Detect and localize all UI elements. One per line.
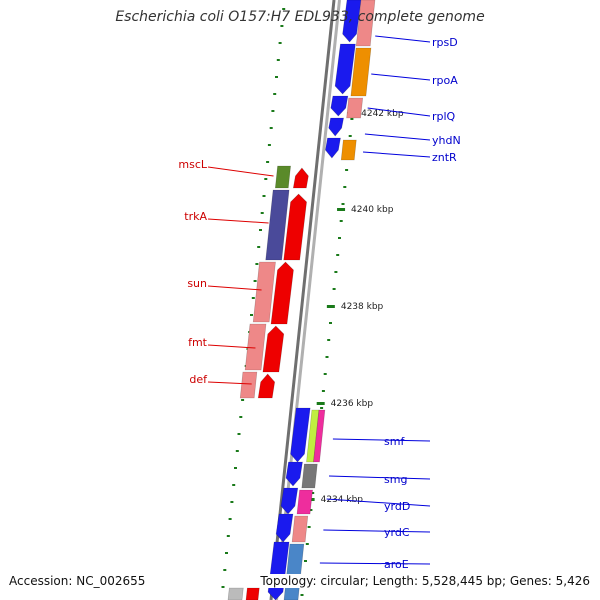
cog-feature [346,97,364,119]
ruler-label: 4236 kbp [331,399,374,409]
cog-feature [340,139,357,161]
gene-label-zntR[interactable]: zntR [432,151,457,164]
gene-label-def[interactable]: def [189,373,208,386]
gene-labels: mscL trkA sun fmt def rpsD rpoA rplQ yhdN zntR smf… [178,35,461,571]
gene-label-aroE[interactable]: aroE [384,558,409,571]
cds-feature [292,167,309,189]
cds-feature [334,43,356,95]
cog-feature [350,47,372,97]
topology-text: Topology: circular; Length: 5,528,445 bp… [260,574,590,588]
gene-label-yrdC[interactable]: yrdC [384,526,410,539]
accession-text: Accession: NC_002655 [9,574,146,588]
cds-feature [290,407,311,463]
cog-feature [265,189,290,261]
gene-label-rpsD[interactable]: rpsD [432,36,458,49]
cog-feature [239,371,258,399]
gene-label-sun[interactable]: sun [187,277,207,290]
gene-label-yhdN[interactable]: yhdN [432,134,461,147]
gene-label-mscL[interactable]: mscL [178,158,207,171]
ruler-label: 4240 kbp [351,205,394,215]
cds-feature [257,373,276,399]
cog-feature [291,515,309,543]
gene-label-yrdD[interactable]: yrdD [384,500,410,513]
cds-feature [330,95,349,117]
cds-feature [270,261,294,325]
gene-label-smg[interactable]: smg [384,473,407,486]
cog-feature [252,261,276,323]
gene-features [227,0,376,600]
cds-feature [283,193,307,261]
gene-label-fmt[interactable]: fmt [188,336,208,349]
cog-feature [355,0,376,47]
cds-feature [245,587,260,600]
cog-feature [301,463,318,489]
cog-feature [227,587,244,600]
cds-feature [262,325,285,373]
cog-feature [274,165,291,189]
cds-feature [275,513,294,543]
gene-label-smf[interactable]: smf [384,435,405,448]
cds-feature [342,0,362,43]
cds-feature [325,137,341,159]
map-title: Escherichia coli O157:H7 EDL933, complet… [115,9,485,25]
ruler-label: 4242 kbp [361,109,404,119]
cds-feature [280,487,299,515]
cds-feature [328,117,344,137]
cds-feature [285,461,303,487]
cog-feature [244,323,267,371]
cog-feature [313,409,326,463]
gene-label-rpoA[interactable]: rpoA [432,74,458,87]
gene-label-trkA[interactable]: trkA [184,210,207,223]
ruler-label: 4238 kbp [341,302,384,312]
cog-feature [296,489,313,515]
gene-label-rplQ[interactable]: rplQ [432,110,456,123]
